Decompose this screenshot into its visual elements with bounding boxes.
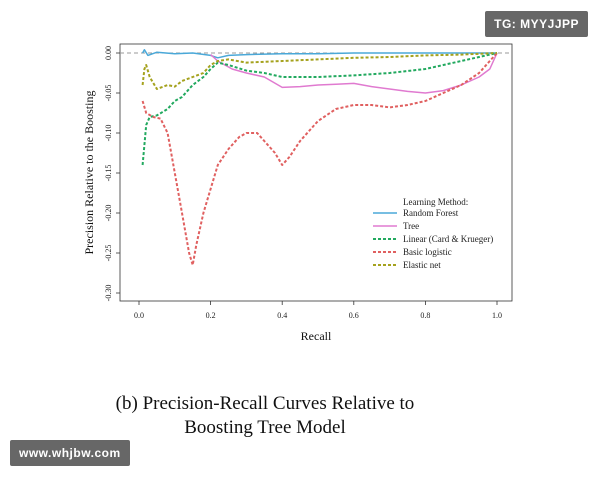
watermark-top-right: TG: MYYJJPP	[485, 11, 588, 37]
chart-axes: 0.0 0.2 0.4 0.6 0.8 1.0 0.00 -0.05 -0.10 -0.15 -0.…	[82, 43, 513, 343]
legend-entry: Basic logistic	[403, 247, 452, 257]
figure-caption-line-1: (b) Precision-Recall Curves Relative to	[115, 393, 415, 414]
series-line-basic-logistic	[141, 52, 498, 266]
plot-frame	[119, 43, 513, 302]
series-line-elastic-net	[141, 52, 498, 90]
y-tick-label: -0.30	[104, 285, 113, 302]
watermark-bottom-left: www.whjbw.com	[10, 440, 130, 466]
x-axis-title: Recall	[301, 329, 332, 343]
x-tick-label: 1.0	[492, 311, 502, 320]
y-tick-label: -0.25	[104, 245, 113, 262]
y-tick-label: -0.10	[104, 125, 113, 142]
legend-entry: Random Forest	[403, 208, 459, 218]
y-tick-label: -0.15	[104, 165, 113, 182]
legend-entry: Elastic net	[403, 260, 441, 270]
x-tick-label: 0.8	[420, 311, 430, 320]
x-tick-label: 0.2	[206, 311, 216, 320]
y-tick-label: -0.05	[104, 85, 113, 102]
series-line-linear-card-krueger	[141, 52, 498, 166]
y-tick-label: 0.00	[104, 46, 113, 60]
y-axis-title: Precision Relative to the Boosting	[82, 91, 96, 255]
series-line-random-forest	[141, 49, 497, 59]
chart-legend: Learning Method:Random Forest Tree Linear …	[373, 197, 493, 270]
x-tick-label: 0.4	[277, 311, 287, 320]
legend-entry: Tree	[403, 221, 419, 231]
x-tick-label: 0.0	[134, 311, 144, 320]
chart-series	[120, 49, 512, 266]
legend-title: Learning Method:	[403, 197, 468, 207]
x-tick-label: 0.6	[349, 311, 359, 320]
legend-entry: Linear (Card & Krueger)	[403, 234, 493, 244]
y-tick-label: -0.20	[104, 205, 113, 222]
figure-caption-line-2: Boosting Tree Model	[184, 417, 346, 438]
series-line-tree	[210, 52, 498, 94]
